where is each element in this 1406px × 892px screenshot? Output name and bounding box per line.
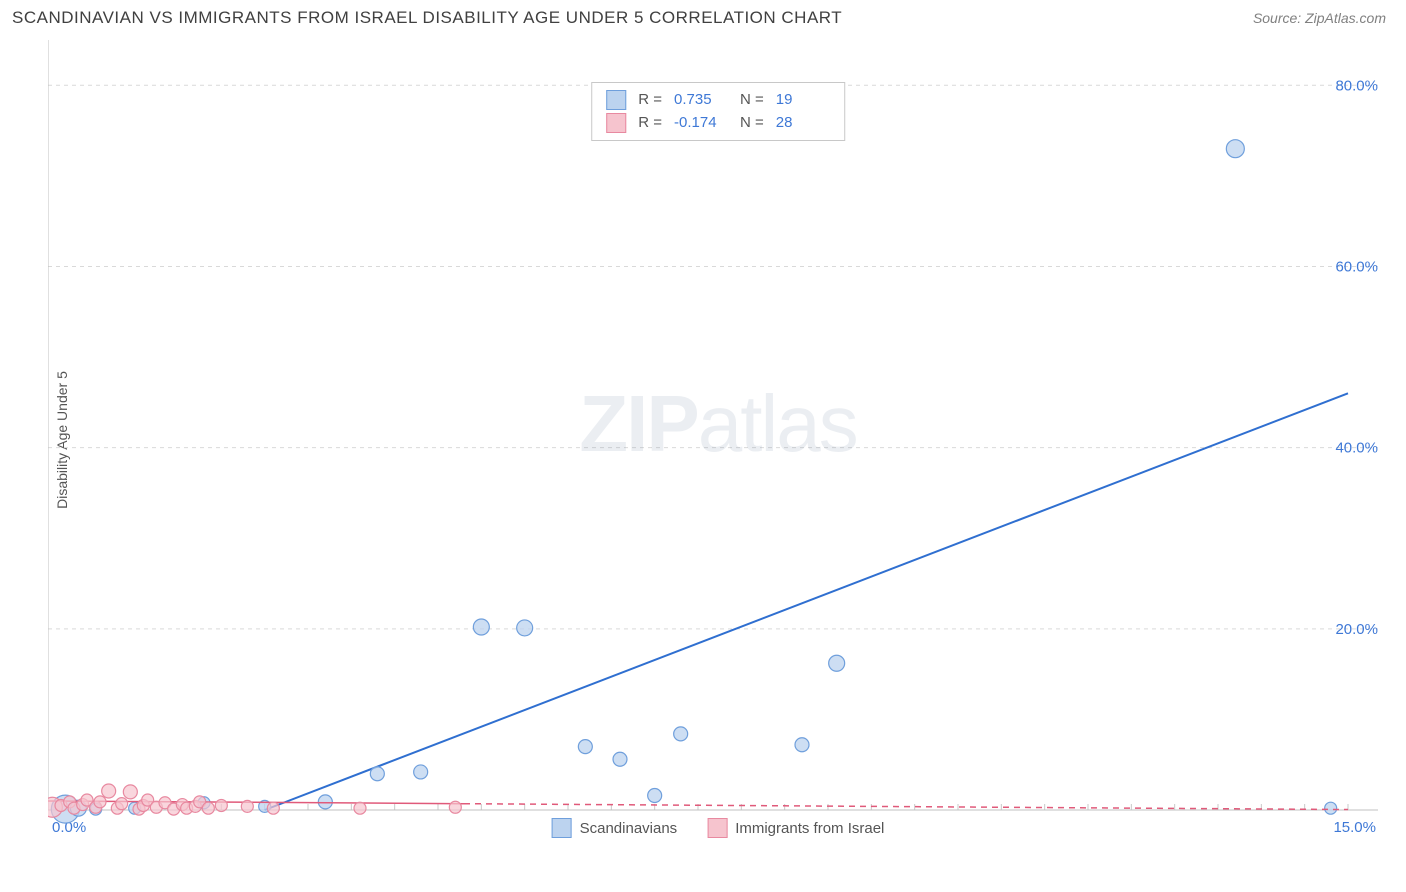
- stats-row-scandinavians: R = 0.735 N = 19: [606, 89, 830, 112]
- scatter-plot: 20.0%40.0%60.0%80.0%0.0%15.0%: [48, 40, 1388, 840]
- n-value: 28: [776, 112, 830, 135]
- chart-area: Disability Age Under 5 ZIPatlas 20.0%40.…: [48, 40, 1388, 840]
- swatch-icon: [707, 818, 727, 838]
- n-label: N =: [740, 112, 764, 135]
- svg-text:20.0%: 20.0%: [1335, 621, 1378, 638]
- legend: Scandinavians Immigrants from Israel: [552, 818, 885, 838]
- svg-text:40.0%: 40.0%: [1335, 440, 1378, 457]
- legend-item-scandinavians: Scandinavians: [552, 818, 678, 838]
- legend-item-immigrants_israel: Immigrants from Israel: [707, 818, 884, 838]
- svg-text:80.0%: 80.0%: [1335, 77, 1378, 94]
- source-attribution: Source: ZipAtlas.com: [1253, 10, 1386, 26]
- swatch-icon: [552, 818, 572, 838]
- r-value: 0.735: [674, 89, 728, 112]
- legend-label: Scandinavians: [580, 820, 678, 837]
- r-label: R =: [638, 89, 662, 112]
- svg-text:15.0%: 15.0%: [1333, 819, 1376, 836]
- stats-row-immigrants_israel: R = -0.174 N = 28: [606, 112, 830, 135]
- swatch-icon: [606, 113, 626, 133]
- svg-text:60.0%: 60.0%: [1335, 258, 1378, 275]
- swatch-icon: [606, 90, 626, 110]
- n-label: N =: [740, 89, 764, 112]
- legend-label: Immigrants from Israel: [735, 820, 884, 837]
- r-value: -0.174: [674, 112, 728, 135]
- chart-title: SCANDINAVIAN VS IMMIGRANTS FROM ISRAEL D…: [12, 8, 842, 28]
- correlation-stats-box: R = 0.735 N = 19 R = -0.174 N = 28: [591, 82, 845, 141]
- r-label: R =: [638, 112, 662, 135]
- n-value: 19: [776, 89, 830, 112]
